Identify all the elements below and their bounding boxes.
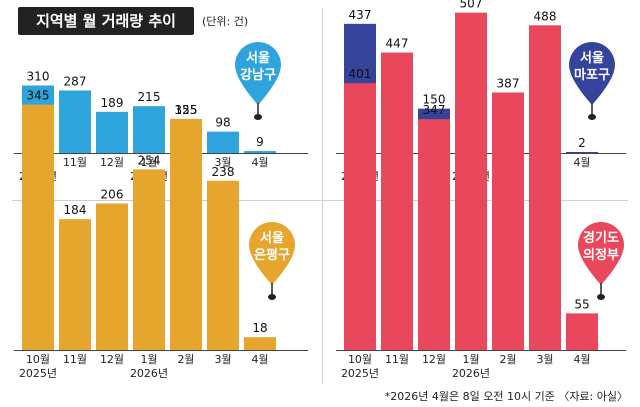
unit-note: (단위: 건) xyxy=(202,15,249,28)
year-label: 2025년 xyxy=(341,367,379,380)
bar-5 xyxy=(207,180,239,350)
region-label: 서울 xyxy=(260,230,284,246)
data-label: 345 xyxy=(27,89,50,103)
x-tick-label: 12월 xyxy=(422,353,446,366)
x-tick-label: 11월 xyxy=(385,353,409,366)
x-tick-label: 2월 xyxy=(177,353,194,366)
bar-4 xyxy=(170,118,202,350)
data-label: 206 xyxy=(101,188,124,202)
region-label: 경기도 xyxy=(583,230,619,246)
bar-3 xyxy=(133,169,165,350)
bar-2 xyxy=(418,119,450,350)
bar-1 xyxy=(59,90,91,153)
x-tick-label: 4월 xyxy=(573,156,590,169)
region-label: 의정부 xyxy=(583,247,619,263)
region-label: 서울 xyxy=(580,50,604,66)
bar-1 xyxy=(59,219,91,350)
panel-divider-vertical xyxy=(322,8,323,384)
bar-0 xyxy=(344,83,376,350)
bar-0 xyxy=(22,104,54,351)
bar-4 xyxy=(492,92,524,350)
region-label: 은평구 xyxy=(254,247,290,263)
data-label: 387 xyxy=(497,76,520,90)
data-label: 488 xyxy=(534,9,557,23)
x-tick-label: 1월 xyxy=(140,156,157,169)
data-label: 401 xyxy=(349,67,372,81)
x-tick-label: 1월 xyxy=(140,353,157,366)
x-tick-label: 2월 xyxy=(499,353,516,366)
bar-3 xyxy=(455,12,487,350)
data-label: 155 xyxy=(175,103,198,117)
data-label: 55 xyxy=(574,297,589,311)
page-title: 지역별 월 거래량 추이 xyxy=(18,7,194,35)
bar-6 xyxy=(244,151,276,153)
x-tick-label: 4월 xyxy=(251,156,268,169)
x-tick-label: 3월 xyxy=(214,156,231,169)
x-tick-label: 4월 xyxy=(251,353,268,366)
chart-uijeongbu: 401 10월 447 11월 347 12월 507 1월 387 2월 488 3월 55 4월 202… xyxy=(336,0,626,380)
bar-2 xyxy=(96,203,128,350)
year-label: 2025년 xyxy=(19,367,57,380)
x-tick-label: 11월 xyxy=(63,156,87,169)
data-label: 189 xyxy=(101,96,124,110)
data-label: 18 xyxy=(252,321,267,335)
data-label: 184 xyxy=(64,203,87,217)
chart-eunpyeong: 34510월18411월20612월2541월3252월2383월184월202… xyxy=(14,89,308,380)
x-tick-label: 3월 xyxy=(214,353,231,366)
bar-6 xyxy=(244,337,276,350)
bar-1 xyxy=(381,52,413,351)
data-label: 215 xyxy=(138,90,161,104)
bar-3 xyxy=(133,106,165,153)
bar-5 xyxy=(529,25,561,351)
data-label: 238 xyxy=(212,165,235,179)
data-label: 254 xyxy=(138,153,161,167)
data-label: 287 xyxy=(64,74,87,88)
x-tick-label: 11월 xyxy=(63,353,87,366)
data-label: 437 xyxy=(349,8,372,22)
data-label: 347 xyxy=(423,103,446,117)
x-tick-label: 12월 xyxy=(100,156,124,169)
data-label: 150 xyxy=(423,93,446,107)
footnote: *2026년 4월은 8일 오전 10시 기준 〈자료: 아실〉 xyxy=(384,390,628,403)
bar-5 xyxy=(207,131,239,153)
x-tick-label: 1월 xyxy=(462,353,479,366)
x-tick-label: 10월 xyxy=(348,353,372,366)
year-label: 2026년 xyxy=(452,367,490,380)
panel-divider-horizontal xyxy=(12,200,628,201)
data-label: 2 xyxy=(578,136,586,150)
data-label: 9 xyxy=(256,135,264,149)
x-tick-label: 3월 xyxy=(536,353,553,366)
region-label: 서울 xyxy=(246,50,270,66)
bar-2 xyxy=(96,111,128,153)
x-tick-label: 10월 xyxy=(26,353,50,366)
region-label: 강남구 xyxy=(240,67,276,83)
data-label: 507 xyxy=(460,0,483,11)
x-tick-label: 12월 xyxy=(100,353,124,366)
year-label: 2026년 xyxy=(130,367,168,380)
data-label: 98 xyxy=(215,116,230,130)
data-label: 325 xyxy=(175,103,198,117)
data-label: 447 xyxy=(386,37,409,51)
bar-6 xyxy=(566,152,598,153)
bar-6 xyxy=(566,313,598,350)
x-tick-label: 4월 xyxy=(573,353,590,366)
data-label: 310 xyxy=(27,69,50,83)
region-label: 마포구 xyxy=(574,67,610,83)
